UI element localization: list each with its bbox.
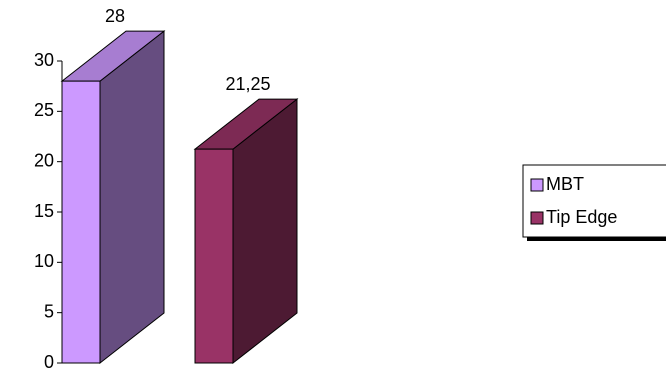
y-tick-label: 30 <box>34 50 54 70</box>
y-tick-label: 5 <box>44 301 54 321</box>
data-label: 21,25 <box>225 74 270 94</box>
y-tick-label: 20 <box>34 150 54 170</box>
legend-label: Tip Edge <box>546 207 617 227</box>
legend-swatch <box>530 211 544 225</box>
y-tick-label: 25 <box>34 100 54 120</box>
legend-label: MBT <box>546 174 584 194</box>
bar <box>193 98 299 365</box>
y-tick-label: 10 <box>34 251 54 271</box>
bar-front <box>61 80 101 364</box>
legend <box>522 164 666 238</box>
bar-side <box>99 30 165 365</box>
data-label: 28 <box>105 6 125 26</box>
legend-swatch <box>530 178 544 192</box>
y-tick-label: 0 <box>44 352 54 372</box>
bar <box>60 30 166 365</box>
y-tick-label: 15 <box>34 201 54 221</box>
bar-front <box>194 148 234 364</box>
